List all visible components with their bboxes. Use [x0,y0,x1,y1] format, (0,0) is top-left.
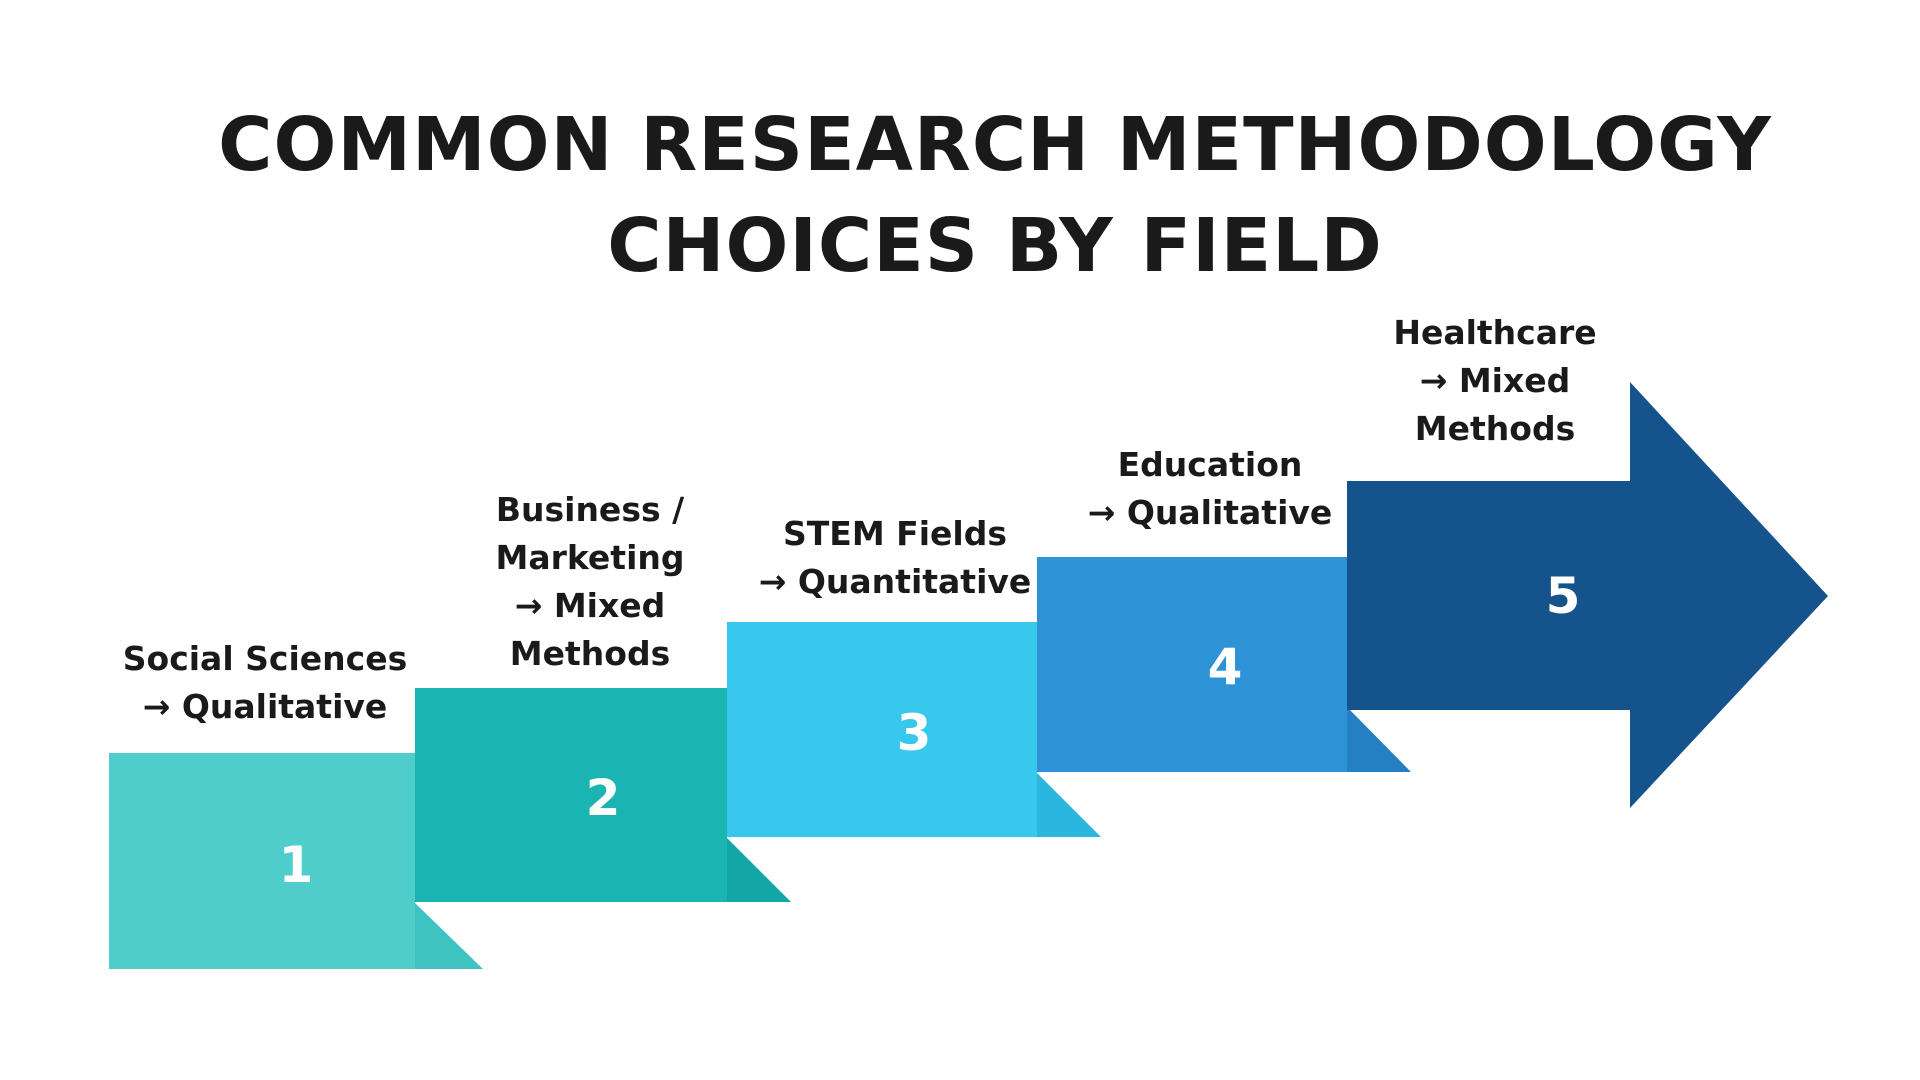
step-5-label-line-3: Methods [1414,409,1576,448]
title-line-2: CHOICES BY FIELD [607,203,1383,289]
step-3: 3 [727,622,1101,837]
step-3-fold [1037,773,1101,837]
step-4-block [1037,557,1347,772]
step-2-fold [727,838,791,902]
step-4: 4 [1037,557,1411,772]
step-3-block [727,622,1037,837]
step-2-number: 2 [586,769,621,827]
step-3-label: STEM Fields → Quantitative [745,510,1045,606]
step-2-label-line-2: Marketing [495,538,685,577]
step-2-label-line-4: Methods [509,634,671,673]
step-3-number: 3 [897,704,932,762]
step-5-number: 5 [1546,567,1581,625]
step-1-block [109,753,415,969]
step-5-label-line-1: Healthcare [1393,313,1597,352]
step-3-label-line-2: → Quantitative [758,562,1032,601]
step-1-label-line-2: → Qualitative [142,687,388,726]
step-2-block [415,688,727,902]
step-4-label-line-2: → Qualitative [1087,493,1333,532]
step-4-fold [1347,707,1411,772]
step-1-number: 1 [279,836,314,894]
step-5-label: Healthcare → Mixed Methods [1345,309,1645,453]
step-4-label: Education → Qualitative [1065,441,1355,537]
step-2: 2 [415,688,791,902]
step-4-number: 4 [1208,638,1243,696]
page-title: COMMON RESEARCH METHODOLOGY CHOICES BY F… [160,95,1830,297]
step-3-label-line-1: STEM Fields [783,514,1007,553]
step-4-label-line-1: Education [1117,445,1303,484]
step-1-label-line-1: Social Sciences [122,639,408,678]
step-2-label-line-3: → Mixed [514,586,666,625]
step-5-arrow [1347,382,1828,808]
step-2-label: Business / Marketing → Mixed Methods [450,486,730,678]
step-5-label-line-2: → Mixed [1419,361,1571,400]
step-2-label-line-1: Business / [495,490,685,529]
step-5: 5 [1347,382,1828,808]
step-1: 1 [109,753,483,969]
step-1-label: Social Sciences → Qualitative [105,635,425,731]
step-1-fold [415,903,483,969]
title-line-1: COMMON RESEARCH METHODOLOGY [218,102,1772,188]
